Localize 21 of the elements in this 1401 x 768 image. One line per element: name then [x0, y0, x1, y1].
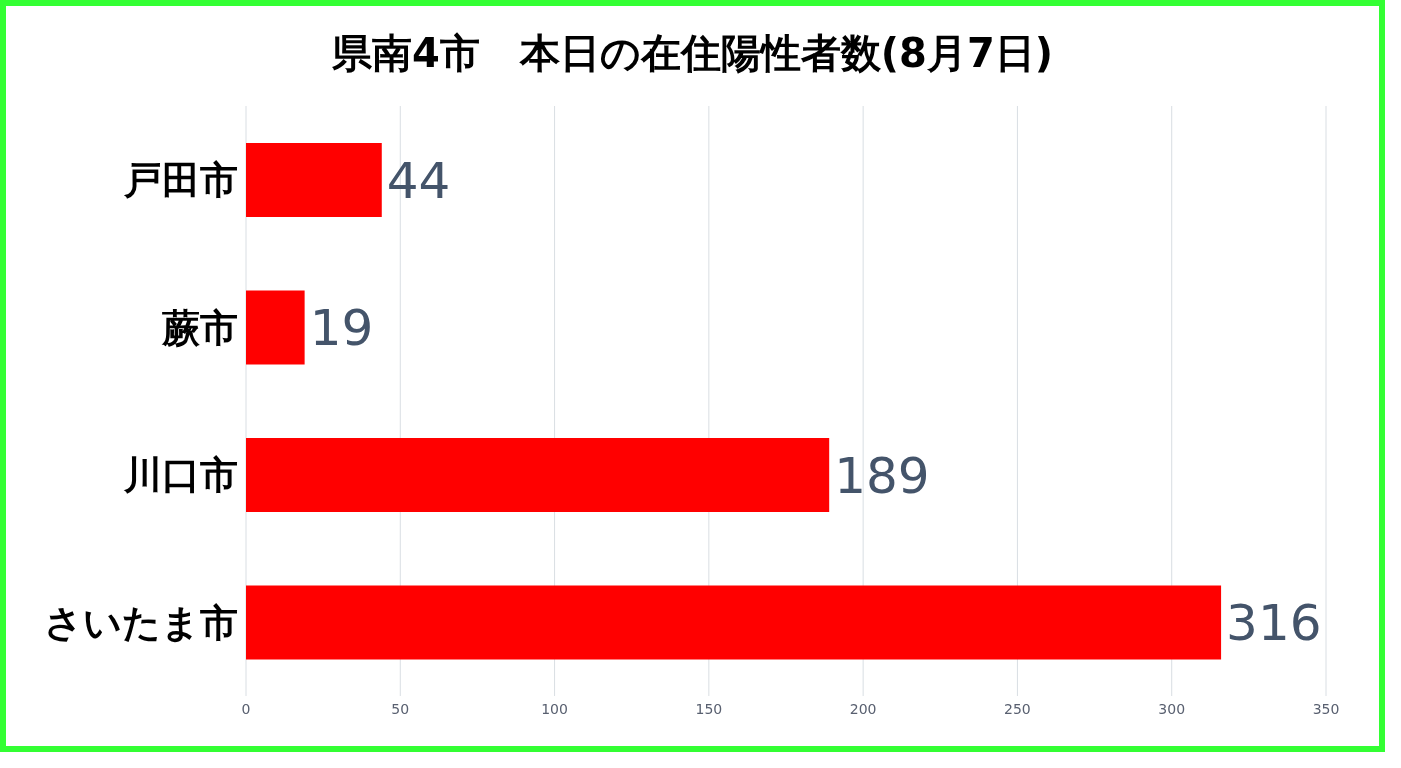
y-tick-label: さいたま市: [44, 600, 238, 645]
bar: [246, 585, 1222, 660]
x-tick-label: 0: [241, 700, 251, 717]
y-tick-label: 蕨市: [161, 305, 238, 350]
x-tick-label: 350: [1312, 700, 1340, 717]
bar: [246, 437, 830, 512]
bar: [246, 290, 305, 365]
x-tick-label: 300: [1158, 700, 1186, 717]
x-tick-label: 200: [849, 700, 877, 717]
x-tick-label: 250: [1004, 700, 1031, 717]
bar: [246, 142, 382, 217]
x-tick-label: 150: [695, 700, 723, 717]
x-tick-label: 100: [541, 700, 568, 717]
data-label: 316: [1226, 594, 1322, 653]
data-label: 44: [386, 151, 451, 210]
chart-title: 県南4市 本日の在住陽性者数(8月7日): [330, 29, 1055, 78]
x-tick-label: 50: [391, 700, 410, 717]
data-label: 19: [309, 299, 374, 358]
y-tick-label: 川口市: [123, 453, 238, 498]
data-label: 189: [834, 446, 930, 505]
y-tick-label: 戸田市: [123, 158, 238, 203]
